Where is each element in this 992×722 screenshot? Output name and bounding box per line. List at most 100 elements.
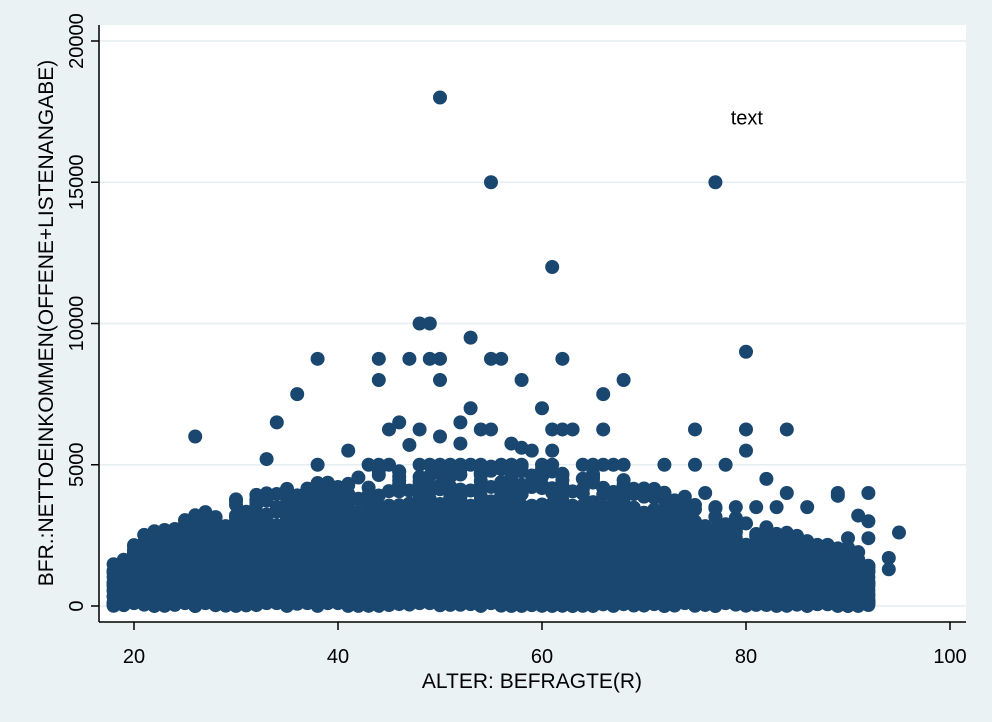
data-point [790, 550, 804, 565]
axis-ticks: 0 5000 10000 15000 20000 20 40 60 80 100 [66, 13, 967, 668]
data-point [494, 457, 509, 472]
data-point [443, 469, 458, 484]
data-point [361, 498, 376, 513]
data-point [147, 544, 162, 559]
y-tick-label: 5000 [66, 443, 88, 488]
data-point [331, 485, 345, 500]
data-point [392, 483, 407, 498]
data-point [616, 486, 631, 500]
data-point [259, 486, 274, 501]
data-point [504, 498, 519, 513]
data-point [688, 457, 702, 472]
data-point [453, 498, 468, 513]
x-tick-label: 40 [327, 646, 349, 668]
data-point [708, 175, 723, 190]
data-point [351, 470, 366, 485]
data-point [861, 514, 876, 529]
data-point [269, 500, 284, 515]
data-point [137, 550, 152, 565]
data-point [790, 528, 804, 543]
data-point [708, 500, 723, 515]
data-point [402, 498, 417, 513]
data-point [392, 498, 407, 513]
data-point [555, 498, 570, 513]
data-point [310, 511, 325, 526]
data-point [116, 557, 131, 572]
data-point [422, 351, 437, 366]
data-point [810, 587, 825, 602]
data-point [830, 486, 845, 500]
data-point [596, 480, 611, 495]
data-point [759, 471, 774, 486]
data-point [178, 537, 192, 552]
data-point [841, 531, 855, 546]
y-tick-label: 10000 [66, 296, 88, 352]
data-point [422, 457, 437, 472]
data-point [433, 457, 447, 472]
data-point [269, 518, 284, 533]
data-point [698, 524, 713, 539]
data-point [422, 316, 437, 331]
data-point [586, 457, 600, 472]
data-point [861, 576, 876, 591]
data-point [433, 351, 447, 366]
x-axis-label: ALTER: BEFRAGTE(R) [422, 670, 642, 693]
data-point [759, 593, 774, 608]
data-point [759, 544, 774, 559]
data-point [433, 373, 447, 387]
data-point [739, 537, 753, 552]
data-point [218, 524, 233, 539]
data-point [524, 498, 539, 513]
data-point [484, 498, 498, 513]
data-point [657, 457, 672, 472]
data-point [545, 422, 560, 437]
data-point [382, 498, 396, 513]
y-tick-label: 20000 [66, 13, 88, 69]
data-point [484, 422, 498, 437]
data-point [718, 457, 733, 472]
data-point [800, 550, 815, 565]
data-point [371, 498, 386, 513]
data-point [382, 457, 396, 472]
data-point [739, 344, 753, 359]
data-point [443, 457, 458, 472]
data-point [892, 525, 906, 540]
data-point [494, 351, 509, 366]
data-point [484, 175, 498, 190]
data-point [371, 457, 386, 472]
data-point [412, 316, 427, 331]
data-point [596, 387, 611, 402]
data-point [371, 373, 386, 387]
data-points [106, 90, 906, 613]
data-point [586, 505, 600, 520]
data-point [759, 527, 774, 542]
y-tick-label: 0 [66, 600, 88, 611]
data-point [545, 443, 560, 458]
data-point [606, 505, 621, 520]
data-point [779, 486, 794, 500]
data-point [616, 373, 631, 387]
data-point [779, 544, 794, 559]
data-point [575, 457, 590, 472]
data-point [412, 457, 427, 472]
data-point [463, 498, 478, 513]
data-point [637, 511, 651, 526]
data-point [535, 457, 549, 472]
data-point [412, 477, 427, 492]
data-point [565, 498, 580, 513]
data-point [820, 587, 835, 602]
data-point [341, 443, 356, 458]
data-point [147, 529, 162, 544]
data-point [545, 260, 560, 274]
data-point [259, 452, 274, 467]
data-point [310, 457, 325, 472]
data-point [708, 599, 723, 613]
data-point [688, 422, 702, 437]
data-point [545, 498, 560, 513]
data-point [851, 508, 866, 523]
data-point [657, 518, 672, 533]
data-point [535, 498, 549, 513]
data-point [647, 486, 662, 500]
data-point [545, 457, 560, 472]
